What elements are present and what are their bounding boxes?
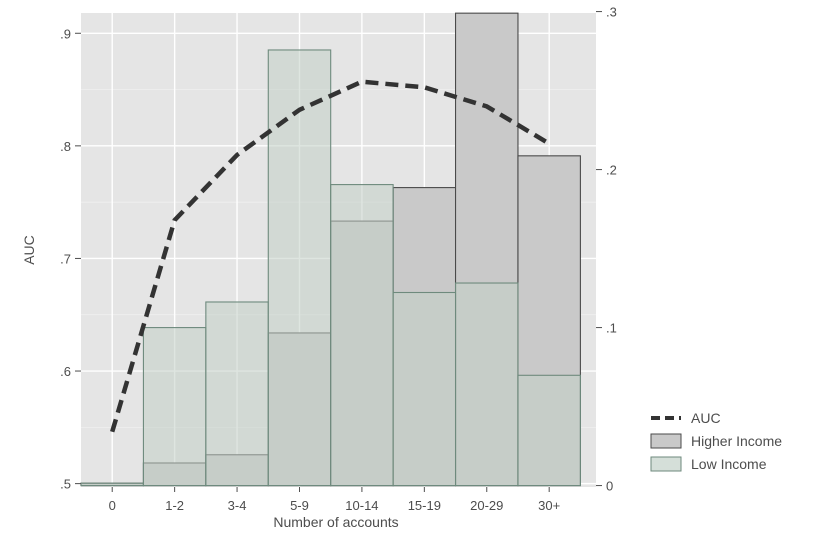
bar-low-income <box>392 291 457 487</box>
legend-key-low-income <box>650 456 682 472</box>
bar-low-income <box>330 184 394 487</box>
legend-label-higher-income: Higher Income <box>691 433 782 449</box>
auc-line <box>110 79 551 433</box>
left-axis-tick-label: .9 <box>60 26 71 41</box>
x-axis-tick-label: 0 <box>109 498 116 513</box>
bar-low-income <box>454 282 519 487</box>
legend-key-higher-income <box>650 433 682 449</box>
right-axis-tick-label: .3 <box>606 5 617 20</box>
x-axis-tick-label: 1-2 <box>165 498 184 513</box>
x-axis-tick-label: 5-9 <box>290 498 309 513</box>
left-axis-tick-label: .6 <box>60 364 71 379</box>
x-axis-tick-label: 15-19 <box>408 498 441 513</box>
x-axis-tick-label: 3-4 <box>228 498 247 513</box>
left-y-axis: .5 .6 .7 .8 .9 <box>60 26 81 492</box>
bar-low-income <box>517 374 581 487</box>
left-axis-tick-label: .8 <box>60 139 71 154</box>
x-axis-tick-label: 30+ <box>538 498 560 513</box>
right-axis-tick-label: 0 <box>606 479 613 494</box>
left-axis-tick-label: .5 <box>60 477 71 492</box>
right-axis-tick-label: .1 <box>606 321 617 336</box>
legend-label-auc: AUC <box>691 410 721 426</box>
right-axis-tick-label: .2 <box>606 163 617 178</box>
x-axis-label: Number of accounts <box>273 514 398 530</box>
right-y-axis: 0 .1 .2 .3 <box>596 5 617 494</box>
bar-low-income <box>80 482 144 487</box>
bar-low-income <box>142 327 207 487</box>
y-axis-label: AUC <box>21 235 37 265</box>
x-axis-tick-label: 10-14 <box>345 498 378 513</box>
legend-label-low-income: Low Income <box>691 456 767 472</box>
x-axis-tick-label: 20-29 <box>470 498 503 513</box>
x-axis: 0 1-2 3-4 5-9 10-14 15-19 20-29 30+ <box>109 487 560 513</box>
left-axis-tick-label: .7 <box>60 251 71 266</box>
bar-low-income <box>267 49 332 487</box>
bar-low-income <box>205 301 269 487</box>
legend: AUC Higher Income Low Income <box>650 410 782 472</box>
